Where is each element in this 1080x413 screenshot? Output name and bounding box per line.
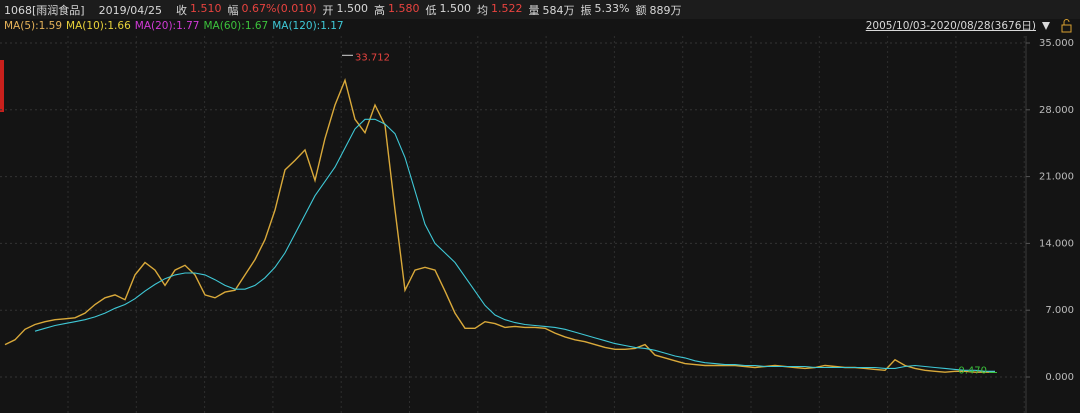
y-tick-label: 0.000 xyxy=(1045,372,1074,383)
legend-entry: MA(120):1.17 xyxy=(272,20,344,32)
quote-label: 开 xyxy=(322,4,334,17)
quote-value: 1.580 xyxy=(388,2,420,15)
date: 2019/04/25 xyxy=(98,3,162,17)
lock-icon-shackle xyxy=(1063,19,1070,25)
series-line xyxy=(34,118,995,372)
side-marker xyxy=(0,60,4,112)
legend-entry: MA(60):1.67 xyxy=(203,20,269,32)
quote-label: 低 xyxy=(425,4,437,17)
y-tick-label: 14.000 xyxy=(1039,238,1074,249)
quote-label: 振 xyxy=(580,4,592,17)
y-tick-label: 21.000 xyxy=(1039,172,1074,183)
quote-label: 高 xyxy=(374,4,386,17)
indicator-row: MA(5):1.59 MA(10):1.66 MA(20):1.77 MA(60):1… xyxy=(4,17,344,35)
y-tick-label: 28.000 xyxy=(1039,105,1074,116)
quote-value: 1.500 xyxy=(336,2,369,15)
high-label: 33.712 xyxy=(355,52,390,63)
dropdown-icon[interactable] xyxy=(1042,22,1050,30)
quote-label: 量 xyxy=(528,4,540,17)
quote: 收 1.510 xyxy=(176,2,222,18)
quote-label: 幅 xyxy=(227,4,239,17)
legend-entry: MA(10):1.66 xyxy=(66,20,131,32)
quote-label: 均 xyxy=(477,4,489,17)
legend-entry: MA(5):1.59 xyxy=(4,20,63,32)
series-line xyxy=(4,77,995,373)
quote: 均 1.522 xyxy=(477,2,523,18)
quote-value: 5.33% xyxy=(594,2,630,15)
quote-value: 584万 xyxy=(542,4,575,17)
quote: 开 1.500 xyxy=(323,2,369,18)
quote: 额 889万 xyxy=(635,2,681,18)
header-bar xyxy=(0,0,1080,19)
y-tick-label: 35.000 xyxy=(1039,38,1074,49)
y-tick-label: 7.000 xyxy=(1045,305,1074,316)
quote-value: 889万 xyxy=(649,4,682,17)
quote-value: 1.522 xyxy=(491,2,523,15)
quote-label: 收 xyxy=(175,4,187,17)
low-label: 0.470 xyxy=(958,366,987,377)
lock-icon[interactable] xyxy=(1061,24,1072,33)
quote-value: 0.67%(0.010) xyxy=(241,2,317,15)
quote: 振 5.33% xyxy=(581,2,630,18)
quote: 高 1.580 xyxy=(374,2,420,18)
legend-entry: MA(20):1.77 xyxy=(134,20,200,32)
quote-row: 1068[雨润食品] 2019/04/25 收 1.510 幅 0.67%(0.010… xyxy=(4,0,1080,20)
quote: 低 1.500 xyxy=(426,2,472,18)
quote: 量 584万 xyxy=(529,2,575,18)
quote: 幅 0.67%(0.010) xyxy=(227,2,316,18)
quote-label: 额 xyxy=(635,4,647,17)
symbol: 1068[雨润食品] xyxy=(4,4,85,17)
quote-value: 1.500 xyxy=(439,2,472,15)
quote-value: 1.510 xyxy=(189,2,222,15)
date-range[interactable]: 2005/10/03-2020/08/28(3676日) xyxy=(865,20,1036,32)
